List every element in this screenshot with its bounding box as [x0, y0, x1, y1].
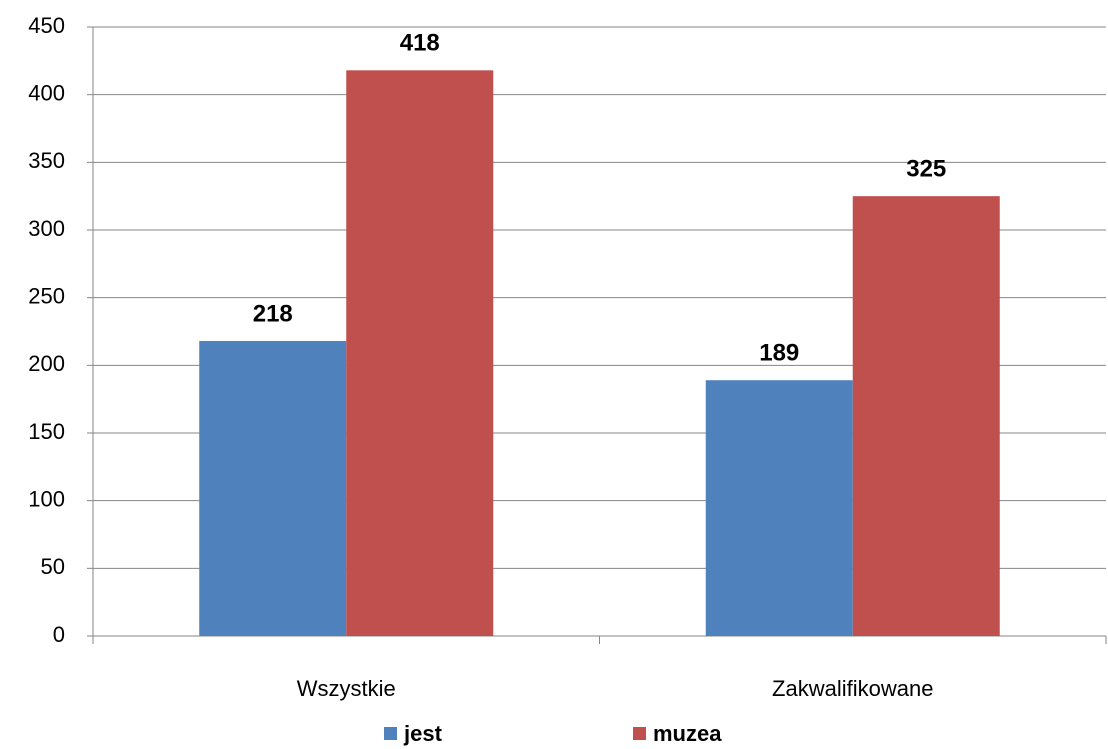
legend-label: jest — [403, 721, 443, 746]
bar — [852, 196, 1000, 636]
value-label: 325 — [906, 156, 946, 183]
y-tick-label: 400 — [28, 80, 65, 105]
bar — [346, 70, 494, 637]
bar — [705, 380, 853, 636]
y-tick-label: 50 — [41, 554, 65, 579]
x-tick-label: Zakwalifikowane — [772, 676, 933, 701]
y-tick-label: 250 — [28, 283, 65, 308]
y-tick-label: 200 — [28, 351, 65, 376]
bar — [199, 340, 347, 636]
y-tick-label: 350 — [28, 148, 65, 173]
value-label: 189 — [759, 340, 799, 367]
x-tick-label: Wszystkie — [297, 676, 396, 701]
value-label: 418 — [400, 30, 440, 57]
legend-label: muzea — [653, 721, 722, 746]
y-tick-label: 450 — [28, 13, 65, 38]
legend-swatch — [384, 727, 397, 740]
y-tick-label: 100 — [28, 486, 65, 511]
y-tick-label: 300 — [28, 216, 65, 241]
y-tick-label: 0 — [53, 622, 65, 647]
value-label: 218 — [253, 300, 293, 327]
legend-swatch — [633, 727, 646, 740]
y-tick-label: 150 — [28, 419, 65, 444]
